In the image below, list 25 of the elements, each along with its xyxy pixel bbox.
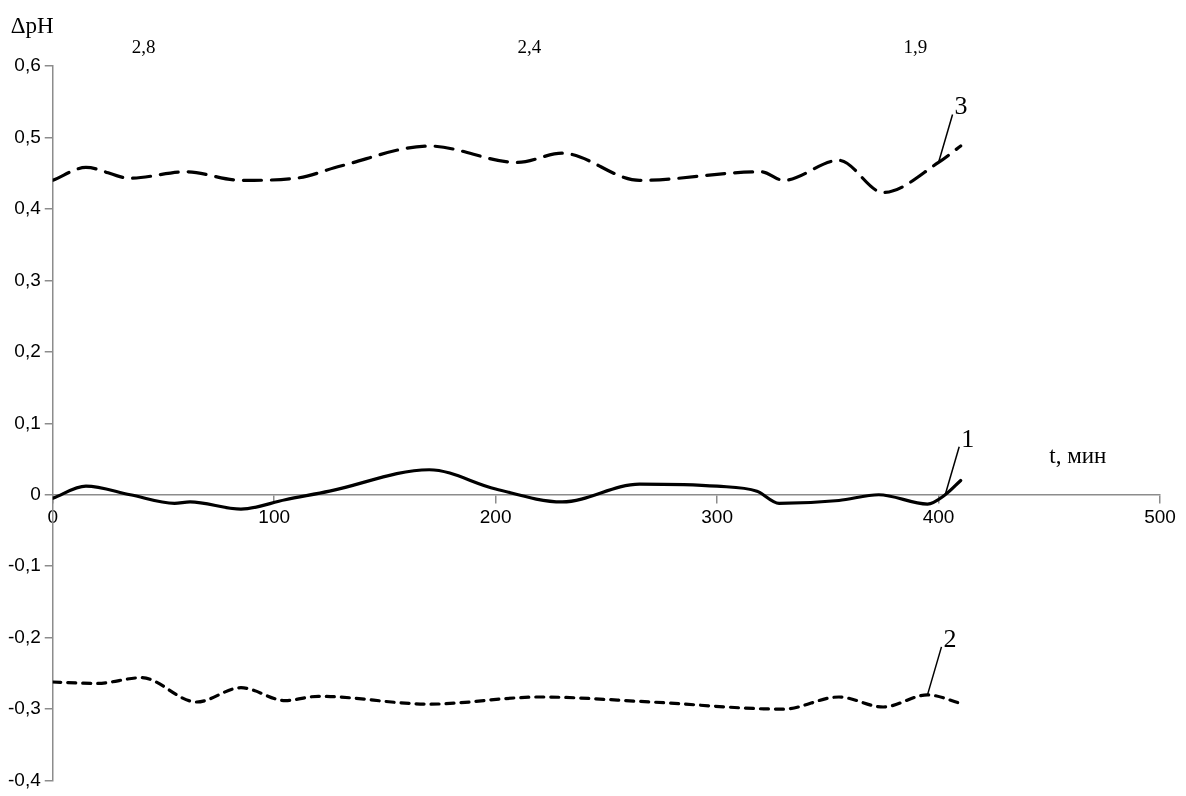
series-label: 2 (943, 623, 957, 653)
x-tick-label: 400 (922, 506, 955, 528)
y-tick-label: 0,2 (14, 340, 41, 362)
series-label: 3 (954, 91, 968, 121)
x-tick-label: 0 (47, 506, 59, 528)
text: 1,9 (903, 36, 928, 58)
series-label: 1 (961, 423, 975, 453)
text: 2,8 (131, 36, 156, 58)
y-tick-label: -0,2 (7, 625, 41, 647)
y-tick-label: 0,1 (14, 411, 41, 433)
y-tick-label: -0,4 (7, 768, 42, 790)
y-tick-label: 0,4 (14, 197, 42, 219)
y-tick-label: 0 (30, 482, 41, 504)
x-tick-label: 300 (701, 506, 733, 528)
x-axis-title: t, мин (1049, 443, 1107, 469)
y-tick-label: -0,3 (7, 697, 41, 719)
x-tick-label: 200 (479, 506, 512, 528)
x-tick-label: 500 (1144, 506, 1176, 528)
x-tick-label: 100 (258, 506, 291, 528)
y-tick-label: 0,5 (14, 125, 41, 147)
y-axis-title: ΔpH (10, 12, 54, 38)
y-tick-label: 0,6 (14, 54, 41, 76)
y-tick-label: -0,1 (7, 554, 41, 576)
y-tick-label: 0,3 (14, 268, 41, 290)
text: 2,4 (517, 36, 542, 58)
